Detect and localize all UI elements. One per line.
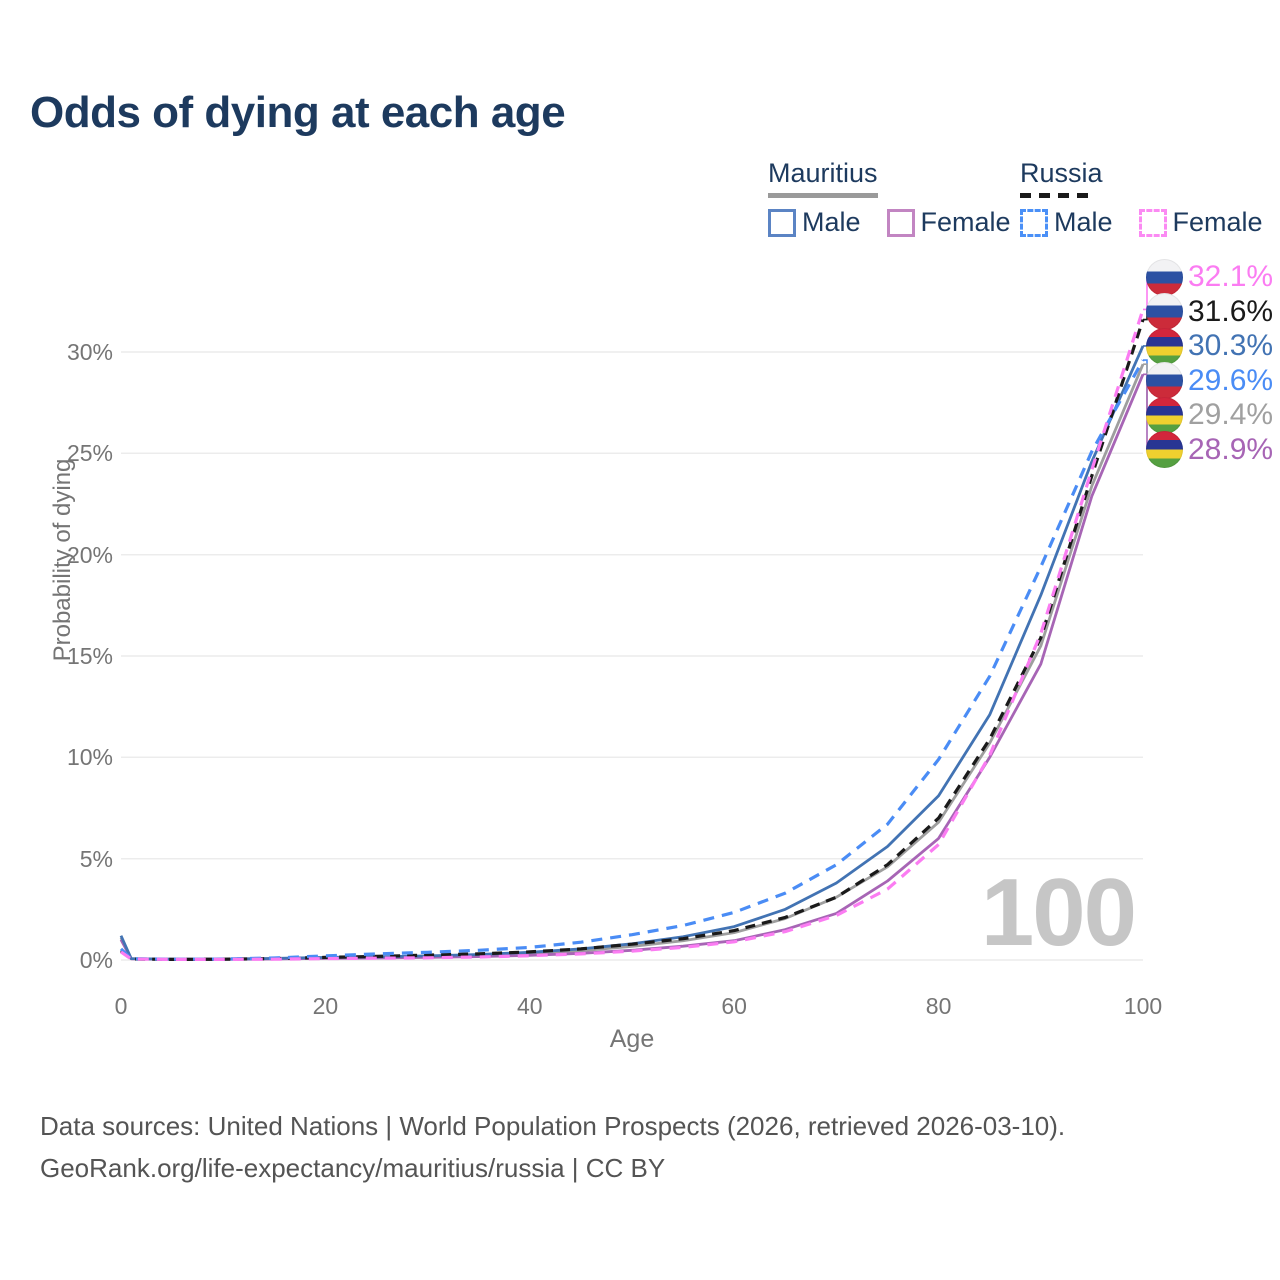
russia-dashed-line-swatch [1020, 193, 1094, 198]
legend-label-mauritius-male: Male [802, 207, 861, 237]
end-label-mauritius-female: 28.9% [1146, 431, 1273, 469]
y-tick-label: 15% [66, 643, 113, 669]
end-label-mauritius-total: 29.4% [1146, 396, 1273, 434]
mauritius-flag-icon [1146, 327, 1183, 365]
page-title: Odds of dying at each age [30, 88, 566, 137]
legend-item-russia-female[interactable]: Female [1138, 207, 1263, 238]
end-label-russia-total: 31.6% [1146, 293, 1273, 331]
legend-label-russia-male: Male [1054, 207, 1113, 237]
series-line-mauritius-male[interactable] [119, 345, 1145, 961]
x-tick-label: 80 [925, 993, 952, 1019]
end-label-value: 29.4% [1188, 398, 1274, 431]
mauritius-flag-icon [1146, 396, 1183, 434]
end-label-russia-female: 32.1% [1146, 258, 1273, 296]
attribution-text: GeoRank.org/life-expectancy/mauritius/ru… [40, 1153, 666, 1183]
y-tick-label: 10% [66, 744, 113, 771]
series-line-russia-female[interactable] [120, 308, 1145, 962]
mauritius-female-swatch [886, 208, 915, 237]
footer: Data sources: United Nations | World Pop… [40, 1105, 1065, 1189]
russia-flag-icon [1146, 362, 1183, 399]
end-label-value: 28.9% [1188, 432, 1274, 466]
y-tick-label: 0% [79, 947, 113, 973]
end-label-russia-male: 29.6% [1146, 362, 1273, 400]
legend-country-mauritius: Mauritius [768, 158, 878, 188]
russia-flag-icon [1146, 293, 1183, 330]
mauritius-male-swatch [768, 208, 796, 237]
age-counter-watermark: 100 [980, 859, 1137, 966]
end-label-value: 32.1% [1188, 260, 1274, 293]
legend-label-russia-female: Female [1172, 207, 1263, 237]
legend-item-russia-male[interactable]: Male [1020, 207, 1113, 238]
x-tick-label: 20 [312, 993, 339, 1019]
russia-male-swatch [1020, 208, 1048, 237]
x-tick-label: 0 [114, 993, 128, 1019]
y-axis-label: Probability of dying [49, 458, 76, 662]
legend-item-mauritius-male[interactable]: Male [768, 207, 861, 238]
legend-group-russia: Russia Male Female [1020, 158, 1263, 238]
x-tick-label: 60 [721, 993, 747, 1019]
end-label-value: 29.6% [1188, 363, 1274, 397]
legend-country-russia: Russia [1020, 158, 1103, 188]
end-label-value: 30.3% [1188, 329, 1274, 362]
y-tick-label: 25% [66, 440, 113, 467]
russia-flag-icon [1146, 258, 1183, 296]
y-tick-label: 30% [66, 339, 113, 365]
legend-label-mauritius-female: Female [920, 207, 1011, 237]
y-tick-label: 20% [66, 541, 113, 568]
mauritius-solid-line-swatch [768, 193, 878, 198]
y-tick-label: 5% [79, 845, 113, 872]
x-tick-label: 40 [517, 993, 543, 1019]
x-tick-label: 100 [1123, 993, 1163, 1019]
data-sources-text: Data sources: United Nations | World Pop… [40, 1111, 1066, 1141]
legend-item-mauritius-female[interactable]: Female [886, 207, 1011, 238]
mauritius-flag-icon [1146, 431, 1183, 468]
x-axis-label: Age [609, 1025, 655, 1053]
series-line-russia-total[interactable] [120, 319, 1145, 962]
russia-female-swatch [1138, 208, 1167, 237]
end-label-value: 31.6% [1188, 294, 1274, 328]
legend-group-mauritius: Mauritius Male Female [768, 158, 1011, 238]
end-label-mauritius-male: 30.3% [1146, 327, 1273, 365]
